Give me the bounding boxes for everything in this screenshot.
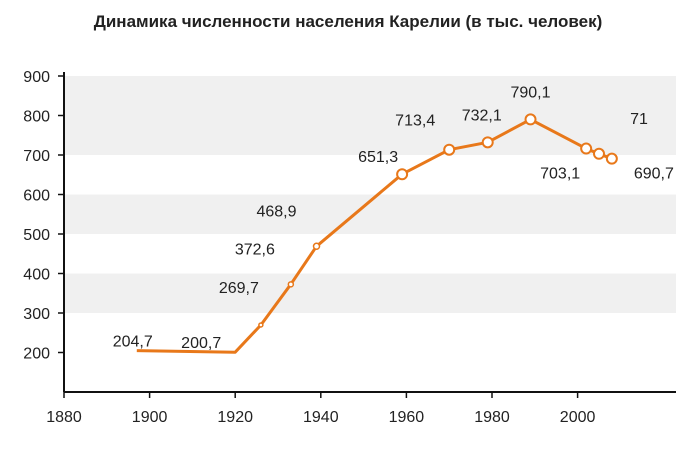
data-point xyxy=(312,242,321,251)
data-label: 468,9 xyxy=(256,203,296,220)
x-tick-label: 1900 xyxy=(132,409,168,426)
x-tick-label: 1980 xyxy=(474,409,510,426)
data-point xyxy=(287,281,295,288)
data-label: 651,3 xyxy=(358,149,398,166)
y-tick-label: 300 xyxy=(23,306,50,323)
data-label: 200,7 xyxy=(181,335,221,352)
y-tick-label: 500 xyxy=(23,227,50,244)
data-point xyxy=(605,152,618,165)
data-label: 713,4 xyxy=(395,113,435,130)
grid-band xyxy=(64,76,676,116)
data-point xyxy=(580,142,593,155)
y-tick-label: 900 xyxy=(23,69,50,86)
y-tick-label: 800 xyxy=(23,109,50,126)
data-label: 269,7 xyxy=(219,280,259,297)
data-label: 204,7 xyxy=(113,334,153,351)
data-point xyxy=(593,147,605,160)
data-label: 690,7 xyxy=(634,166,674,183)
data-label: 790,1 xyxy=(510,84,550,101)
y-tick-label: 200 xyxy=(23,346,50,363)
grid-band xyxy=(64,273,676,313)
data-label: 71 xyxy=(630,111,648,128)
x-tick-label: 2000 xyxy=(560,409,596,426)
x-tick-label: 1940 xyxy=(303,409,339,426)
x-tick-label: 1960 xyxy=(389,409,425,426)
data-label: 372,6 xyxy=(235,241,275,258)
data-point xyxy=(481,136,494,149)
data-point xyxy=(258,322,264,328)
data-point xyxy=(443,143,456,156)
y-tick-label: 600 xyxy=(23,188,50,205)
y-tick-label: 400 xyxy=(23,267,50,284)
data-point xyxy=(524,113,537,126)
chart-title: Динамика численности населения Карелии (… xyxy=(93,12,603,31)
data-point xyxy=(396,168,409,181)
grid-band xyxy=(64,115,676,155)
x-tick-label: 1880 xyxy=(46,409,82,426)
data-label: 703,1 xyxy=(540,166,580,183)
y-tick-label: 700 xyxy=(23,148,50,165)
x-tick-label: 1920 xyxy=(217,409,253,426)
data-label: 732,1 xyxy=(462,107,502,124)
